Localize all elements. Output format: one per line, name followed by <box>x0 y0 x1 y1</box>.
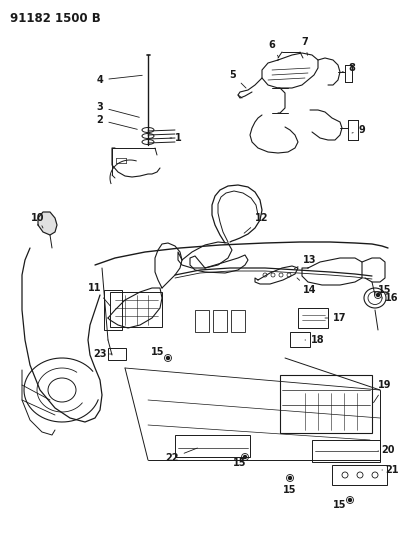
Text: 10: 10 <box>31 213 45 228</box>
Text: 4: 4 <box>97 75 142 85</box>
Circle shape <box>348 498 352 502</box>
Text: 12: 12 <box>244 213 269 233</box>
Text: 16: 16 <box>382 293 399 303</box>
Circle shape <box>166 357 170 359</box>
Text: 7: 7 <box>302 37 308 55</box>
Text: 8: 8 <box>342 63 356 73</box>
Text: 15: 15 <box>378 285 392 295</box>
Text: 1: 1 <box>170 133 182 143</box>
Text: 13: 13 <box>294 255 317 269</box>
Text: 3: 3 <box>97 102 139 117</box>
Text: 19: 19 <box>373 380 392 402</box>
Circle shape <box>377 294 379 296</box>
Text: 20: 20 <box>378 445 395 455</box>
Text: 23: 23 <box>93 349 112 359</box>
Text: 17: 17 <box>325 313 347 323</box>
Text: 91182 1500 B: 91182 1500 B <box>10 12 101 25</box>
Text: 6: 6 <box>269 40 279 58</box>
Text: 15: 15 <box>151 347 168 358</box>
Text: 14: 14 <box>297 278 317 295</box>
Polygon shape <box>38 212 57 235</box>
Text: 21: 21 <box>382 465 399 475</box>
Text: 2: 2 <box>97 115 137 130</box>
Circle shape <box>288 477 292 480</box>
Circle shape <box>243 456 247 458</box>
Text: 15: 15 <box>233 458 247 468</box>
Text: 15: 15 <box>283 478 297 495</box>
Text: 18: 18 <box>305 335 325 345</box>
Text: 15: 15 <box>333 500 350 510</box>
Text: 22: 22 <box>165 448 198 463</box>
Text: 9: 9 <box>352 125 365 135</box>
Text: 11: 11 <box>88 283 110 306</box>
Text: 5: 5 <box>230 70 246 88</box>
